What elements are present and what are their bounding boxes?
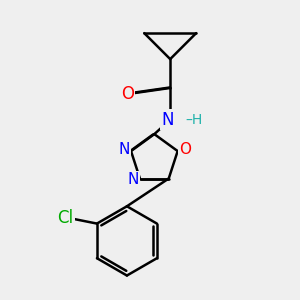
Text: N: N (127, 172, 138, 188)
Text: Cl: Cl (57, 209, 73, 227)
Text: N: N (161, 111, 174, 129)
Text: –H: –H (185, 113, 202, 127)
Text: O: O (179, 142, 191, 157)
Text: N: N (118, 142, 130, 157)
Text: O: O (121, 85, 134, 103)
